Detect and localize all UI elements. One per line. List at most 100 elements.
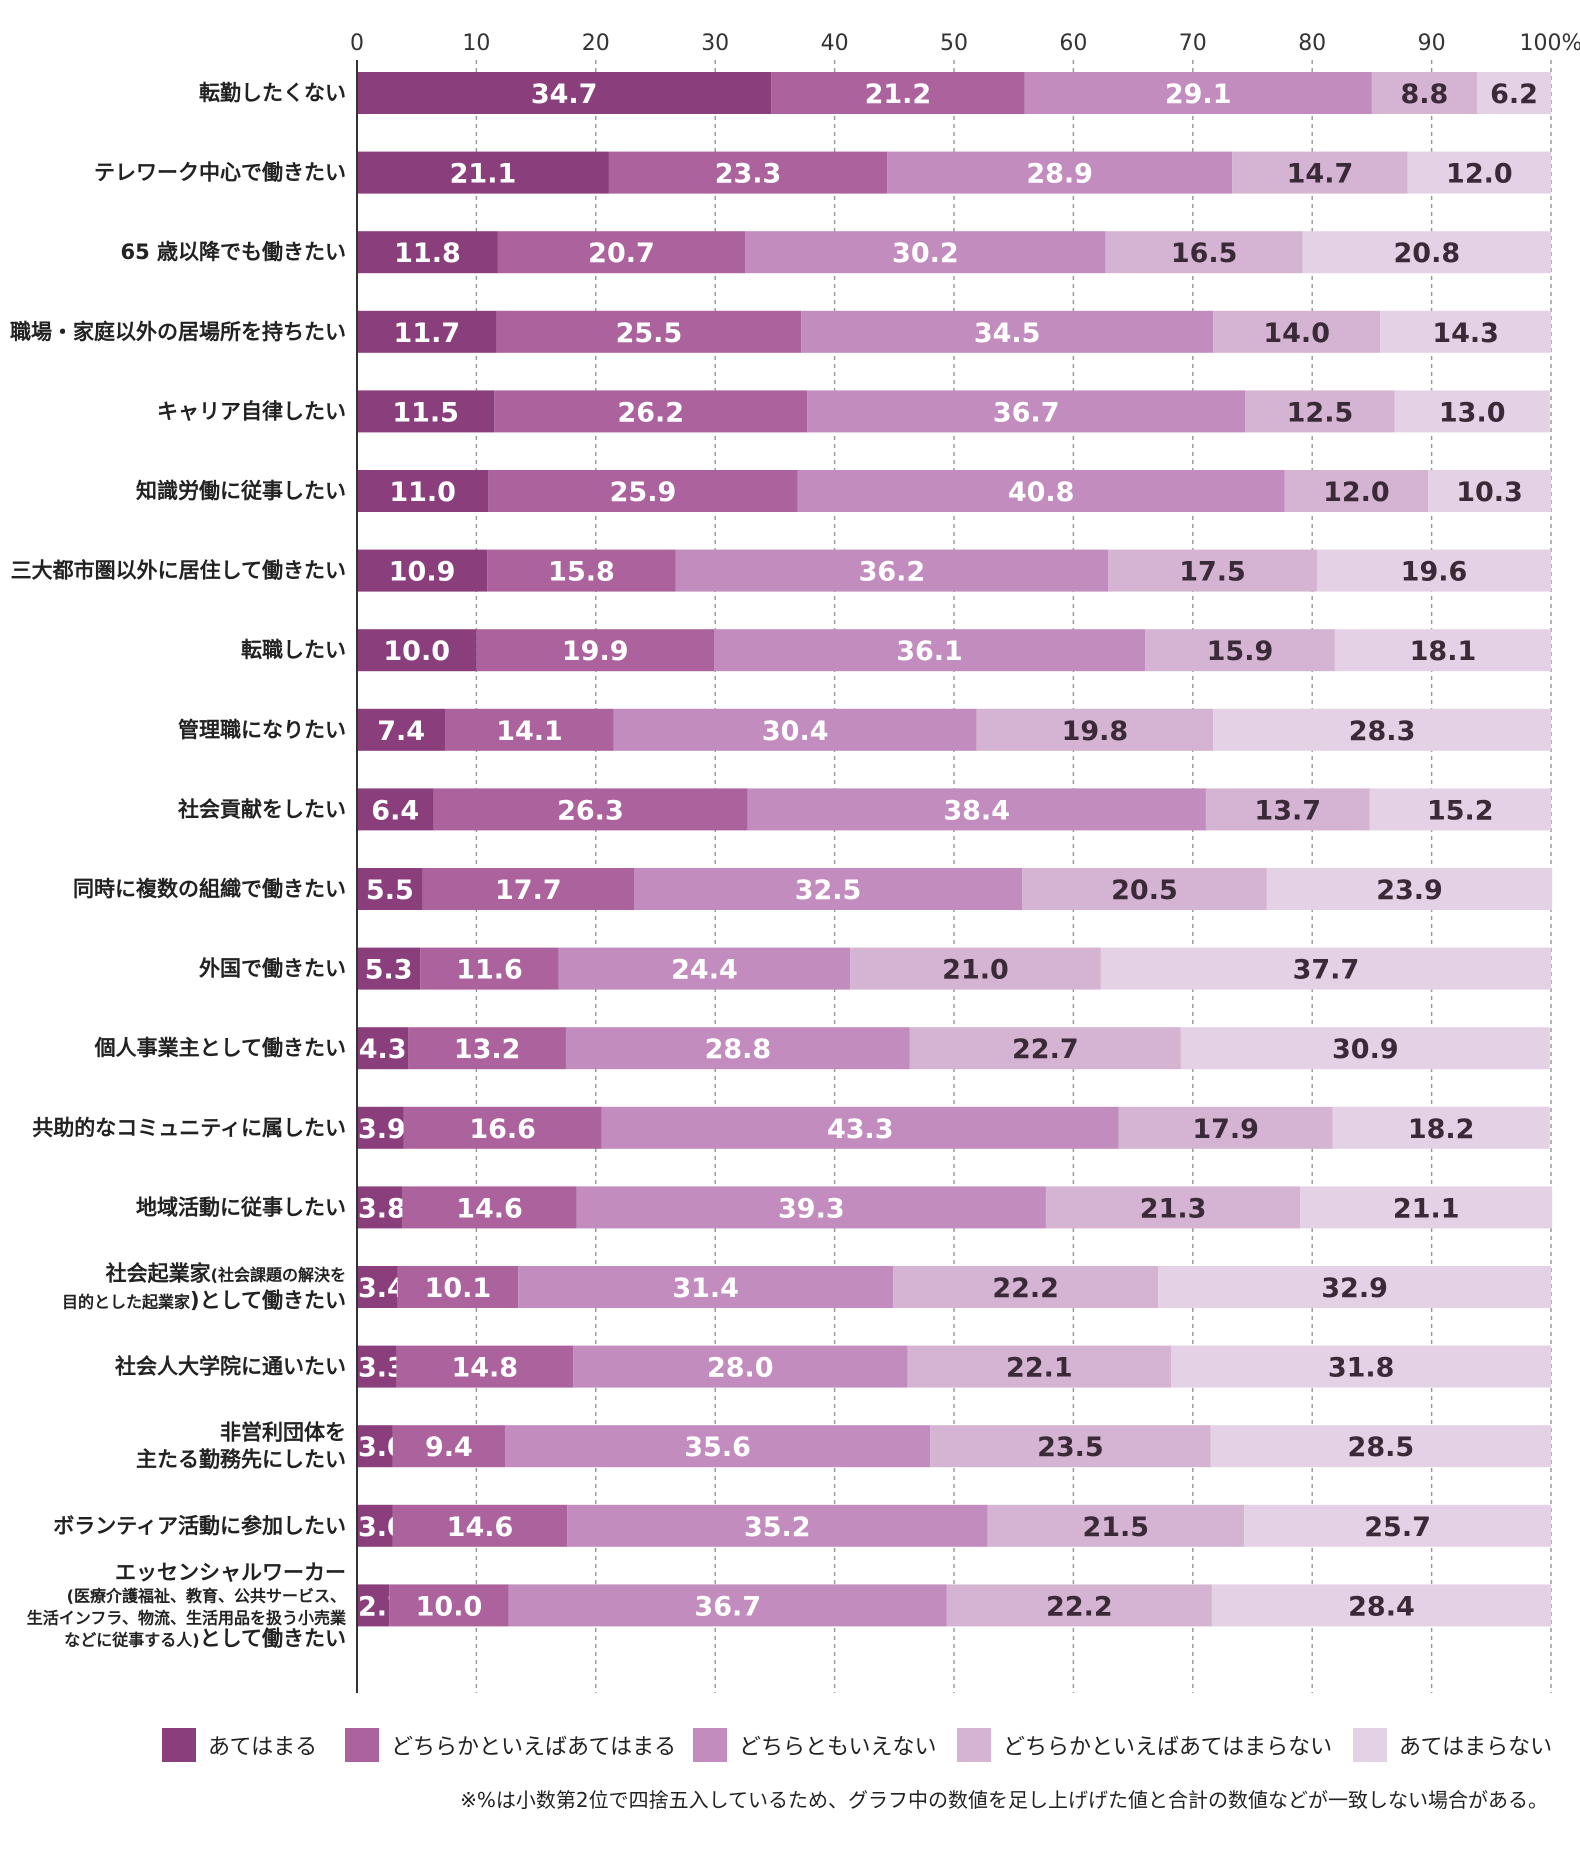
category-label: 65 歳以降でも働きたい [120,240,346,264]
category-label: などに従事する人)として働きたい [64,1626,346,1650]
data-label: 22.2 [1046,1591,1113,1622]
bar-segment [357,1266,398,1308]
bar-segment [1100,947,1551,990]
data-label: 34.5 [974,318,1041,349]
data-label: 12.0 [1446,159,1513,190]
data-label: 36.1 [896,636,963,667]
data-label: 22.2 [992,1273,1059,1304]
data-label: 12.5 [1287,397,1354,428]
data-label: 8.8 [1401,79,1449,110]
x-axis-ticks: 0 10 20 30 40 50 60 70 80 90 100% [350,31,1580,56]
data-label: 30.4 [762,716,829,747]
data-label: 17.7 [495,875,562,906]
legend-label: どちらともいえない [739,1735,937,1760]
bar-segment [797,470,1285,512]
bar-segment [357,1027,409,1070]
data-label: 10.0 [416,1591,483,1622]
x-tick-label: 60 [1059,31,1087,56]
x-tick-label: 70 [1179,31,1207,56]
bar-segment [420,947,559,990]
data-label: 21.1 [450,159,517,190]
bar-segment [807,390,1246,433]
data-label: 21.3 [1140,1193,1207,1224]
legend-swatch [1353,1728,1387,1762]
category-label: 社会起業家(社会課題の解決を [105,1262,346,1286]
bar-segment [976,708,1214,751]
data-label: 28.9 [1026,159,1093,190]
bar-segment [396,1345,574,1388]
data-label: 30.9 [1332,1034,1399,1065]
x-tick-label: 50 [940,31,968,56]
data-label: 28.8 [705,1034,772,1065]
bar-segment [613,708,977,751]
legend-swatch [345,1728,379,1762]
bar-segment [357,629,477,672]
bar-segment [1332,1106,1550,1149]
bar-segment [1045,1186,1301,1229]
data-label: 13.0 [1439,397,1506,428]
x-tick-label: 30 [701,31,729,56]
bar-segment [1213,708,1551,751]
data-label: 9.4 [425,1432,473,1463]
legend-swatch [957,1728,991,1762]
data-label: 20.8 [1394,238,1461,269]
bar-segment [987,1504,1245,1547]
bar-segment [893,1266,1159,1308]
bar-segment [357,72,772,114]
bar-segment [946,1584,1212,1627]
data-label: 26.2 [617,397,684,428]
data-label: 3.8 [358,1193,406,1224]
data-label: 11.8 [394,238,461,269]
data-label: 31.8 [1328,1353,1395,1384]
bar-segment [1428,470,1551,512]
bar-segment [675,549,1109,592]
category-label: 職場・家庭以外の居場所を持ちたい [10,320,346,344]
bar-segment [494,390,808,433]
bar-segment [392,1425,506,1468]
bar-segment [1118,1106,1333,1149]
legend-label: あてはまらない [1399,1735,1552,1760]
bar-segment [1245,390,1395,433]
bar-segment [1371,72,1477,114]
data-label: 5.5 [366,875,414,906]
data-label: 10.0 [383,636,450,667]
category-label: 社会貢献をしたい [177,797,346,821]
category-label: 同時に複数の組織で働きたい [73,877,346,901]
bar-segment [1145,629,1335,672]
bar-segment [476,629,715,672]
data-label: 24.4 [671,955,738,986]
bar-segment [887,151,1233,194]
category-label: 三大都市圏以外に居住して働きたい [11,559,346,583]
data-label: 13.7 [1254,795,1321,826]
bar-segment [930,1425,1211,1468]
bar-segment [1407,151,1551,194]
data-label: 11.7 [394,318,461,349]
data-label: 15.2 [1427,795,1494,826]
bar-segment [1266,868,1553,910]
category-label: 転勤したくない [199,81,346,105]
bar-segment [850,947,1101,990]
bar-segment [1476,72,1551,114]
bar-segment [422,868,635,910]
data-label: 32.5 [795,875,862,906]
data-label: 4.3 [359,1034,407,1065]
data-label: 14.3 [1432,318,1499,349]
footnote: ※%は小数第2位で四捨五入しているため、グラフ中の数値を足し上げげた値と合計の数… [460,1788,1548,1812]
data-label: 11.6 [456,955,523,986]
data-label: 22.7 [1012,1034,1079,1065]
x-tick-label: 80 [1298,31,1326,56]
data-label: 39.3 [778,1193,845,1224]
data-label: 19.6 [1401,557,1468,588]
data-label: 26.3 [557,795,624,826]
category-label: ボランティア活動に参加したい [53,1514,346,1538]
data-label: 20.5 [1111,875,1178,906]
data-label: 23.9 [1376,875,1443,906]
data-label: 6.4 [371,795,419,826]
legend-label: どちらかといえばあてはまらない [1003,1735,1332,1760]
data-label: 40.8 [1008,477,1075,508]
data-label: 32.9 [1321,1273,1388,1304]
bar-segment [1213,310,1381,353]
category-label: 主たる勤務先にしたい [136,1448,346,1472]
